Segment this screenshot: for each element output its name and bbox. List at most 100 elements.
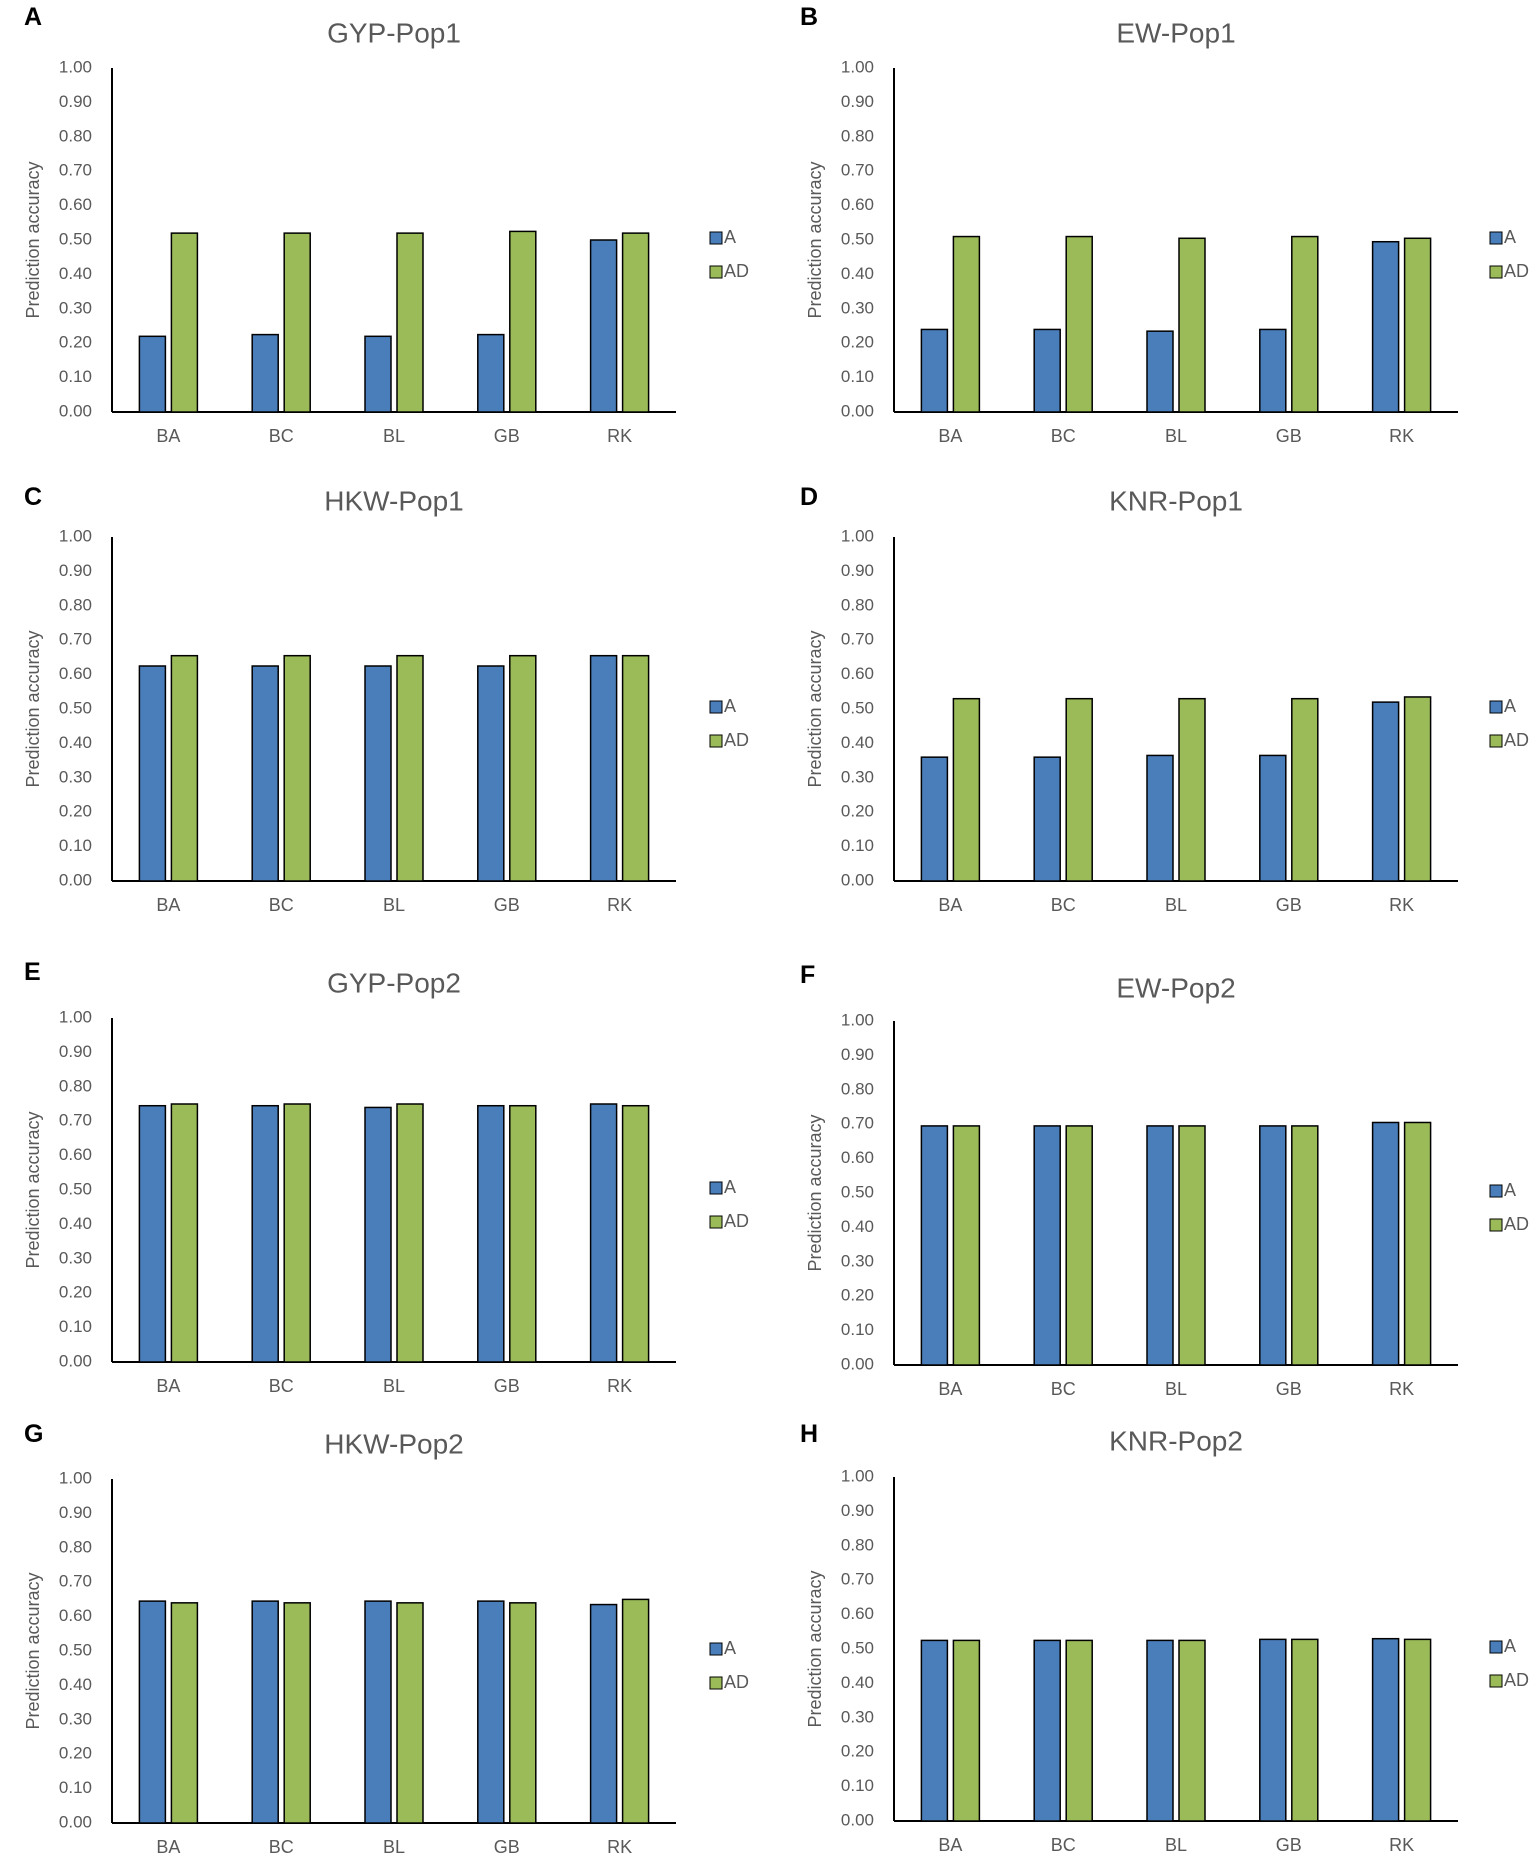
bar-ad-gb [509, 1602, 537, 1824]
bar-ad-gb [1291, 1125, 1319, 1366]
y-tick-label: 0.20 [59, 802, 92, 821]
y-tick-label: 0.90 [841, 1501, 874, 1520]
bar-ad-bc [283, 232, 311, 413]
y-tick-label: 0.30 [841, 1251, 874, 1270]
y-tick-label: 0.30 [59, 1709, 92, 1728]
bar-a-bc [251, 1600, 279, 1824]
y-tick-label: 0.90 [59, 92, 92, 111]
y-tick-label: 0.00 [841, 1354, 874, 1373]
bar-ad-bc [283, 654, 311, 882]
bar-a-gb [1259, 328, 1287, 413]
bar-a-ba [138, 335, 167, 413]
x-tick-label: BC [1051, 895, 1076, 915]
legend-swatch-a [709, 1181, 723, 1195]
y-tick-label: 0.40 [59, 1214, 92, 1233]
y-tick-label: 0.80 [841, 1079, 874, 1098]
bar-a-ba [920, 1125, 949, 1366]
y-tick-label: 0.50 [59, 698, 92, 717]
x-tick-label: RK [607, 1376, 632, 1396]
x-tick-label: BA [156, 895, 180, 915]
bar-ad-gb [1291, 235, 1319, 413]
y-axis-label: Prediction accuracy [805, 1114, 825, 1271]
panel-letter: D [800, 483, 818, 511]
bar-a-ba [920, 1639, 949, 1822]
bar-a-rk [589, 1603, 618, 1824]
y-tick-label: 0.80 [841, 595, 874, 614]
legend-label-a: A [1504, 1180, 1516, 1200]
y-tick-label: 1.00 [841, 57, 874, 76]
y-tick-label: 0.90 [841, 1045, 874, 1064]
bar-ad-gb [1291, 697, 1319, 882]
y-tick-label: 1.00 [841, 1466, 874, 1485]
legend-label-a: A [1504, 696, 1516, 716]
legend-swatch-ad [1489, 734, 1503, 748]
x-tick-label: BC [1051, 426, 1076, 446]
x-tick-label: RK [607, 426, 632, 446]
y-tick-label: 0.10 [59, 367, 92, 386]
y-tick-label: 0.20 [841, 802, 874, 821]
x-tick-label: BL [383, 1837, 405, 1857]
bar-a-gb [477, 665, 505, 882]
legend-label-ad: AD [724, 730, 749, 750]
y-tick-label: 0.00 [59, 1812, 92, 1831]
x-tick-label: GB [1276, 1379, 1302, 1399]
y-tick-label: 0.30 [59, 1248, 92, 1267]
bar-a-gb [477, 333, 505, 413]
legend-swatch-a [1489, 700, 1503, 714]
chart-panel-c: C HKW-Pop1 Prediction accuracy 0.00 0.10 0.20… [23, 483, 749, 915]
y-tick-label: 0.30 [59, 767, 92, 786]
y-tick-label: 0.00 [59, 870, 92, 889]
y-tick-label: 0.80 [59, 595, 92, 614]
bar-ad-gb [1291, 1638, 1319, 1822]
y-tick-label: 0.70 [841, 1570, 874, 1589]
y-tick-label: 0.40 [59, 733, 92, 752]
legend-swatch-a [709, 231, 723, 245]
legend-swatch-ad [709, 1676, 723, 1690]
legend-swatch-ad [1489, 1674, 1503, 1688]
y-tick-label: 1.00 [59, 1007, 92, 1026]
bar-a-bl [1146, 330, 1174, 413]
y-tick-label: 0.60 [841, 1148, 874, 1167]
bar-a-gb [477, 1600, 505, 1824]
y-tick-label: 0.80 [841, 1535, 874, 1554]
y-tick-label: 0.50 [59, 1640, 92, 1659]
bar-ad-rk [621, 1598, 650, 1824]
bar-a-bl [364, 1600, 392, 1824]
bar-a-bc [1033, 1639, 1061, 1822]
y-tick-label: 0.90 [59, 1042, 92, 1061]
chart-panel-f: F EW-Pop2 Prediction accuracy 0.00 0.10 0.20 0… [800, 961, 1529, 1399]
bar-a-rk [1371, 701, 1400, 882]
y-tick-label: 0.10 [59, 836, 92, 855]
panel-letter: A [24, 3, 42, 31]
bar-a-rk [589, 1103, 618, 1363]
x-tick-label: BC [269, 1837, 294, 1857]
legend-label-a: A [724, 1177, 736, 1197]
y-tick-label: 0.20 [59, 1283, 92, 1302]
bar-ad-gb [509, 230, 537, 413]
chart-panel-e: E GYP-Pop2 Prediction accuracy 0.00 0.10 0.20… [23, 958, 749, 1396]
y-tick-label: 0.20 [841, 1742, 874, 1761]
bar-ad-bc [1065, 1125, 1093, 1366]
legend-label-a: A [724, 227, 736, 247]
x-tick-label: BL [383, 1376, 405, 1396]
x-tick-label: RK [607, 895, 632, 915]
bar-a-gb [1259, 1125, 1287, 1366]
x-tick-label: RK [1389, 1379, 1414, 1399]
bar-a-bc [1033, 1125, 1061, 1366]
bar-ad-bl [396, 232, 424, 413]
bar-ad-rk [621, 1104, 650, 1363]
y-tick-label: 1.00 [841, 1010, 874, 1029]
bar-a-ba [138, 1600, 167, 1824]
x-tick-label: RK [1389, 1835, 1414, 1855]
y-tick-label: 0.70 [59, 1111, 92, 1130]
x-tick-label: BA [156, 426, 180, 446]
x-tick-label: BL [383, 426, 405, 446]
y-tick-label: 1.00 [841, 526, 874, 545]
bar-a-gb [1259, 1638, 1287, 1822]
x-tick-label: BC [1051, 1835, 1076, 1855]
y-tick-label: 0.70 [841, 1114, 874, 1133]
y-tick-label: 0.70 [841, 630, 874, 649]
bar-ad-bl [396, 1103, 424, 1363]
legend-swatch-ad [1489, 1218, 1503, 1232]
